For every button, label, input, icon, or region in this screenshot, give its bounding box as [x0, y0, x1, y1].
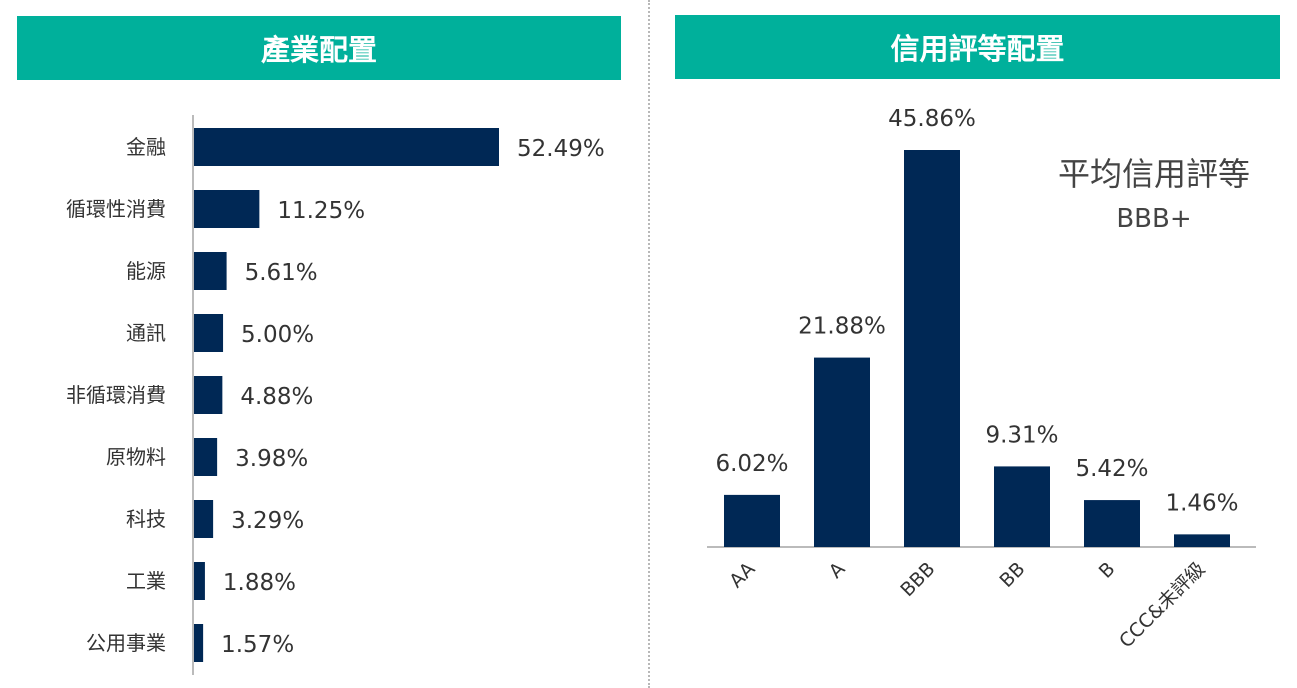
bar-1	[194, 190, 260, 228]
category-label-8: 公用事業	[86, 631, 166, 655]
value-label-4: 5.42%	[1075, 456, 1148, 482]
value-label-2: 5.61%	[245, 260, 318, 286]
category-label-6: 科技	[126, 507, 166, 531]
category-label-1: 循環性消費	[66, 197, 166, 221]
value-label-2: 45.86%	[888, 106, 976, 132]
value-label-6: 3.29%	[231, 508, 304, 534]
bar-4	[194, 376, 223, 414]
value-label-3: 9.31%	[985, 422, 1058, 448]
category-label-0: 金融	[126, 135, 166, 159]
tick-label-3: BB	[996, 558, 1030, 592]
bar-5	[1174, 534, 1230, 547]
category-label-4: 非循環消費	[66, 383, 166, 407]
value-label-0: 52.49%	[517, 136, 605, 162]
value-label-0: 6.02%	[715, 451, 788, 477]
bar-2	[194, 252, 227, 290]
industry-allocation-header: 產業配置	[17, 16, 621, 80]
tick-label-1: A	[825, 558, 850, 583]
bar-6	[194, 500, 214, 538]
bar-8	[194, 624, 204, 662]
value-label-1: 11.25%	[277, 198, 365, 224]
tick-label-2: BBB	[896, 558, 939, 601]
bar-0	[724, 494, 780, 547]
value-label-1: 21.88%	[798, 314, 886, 340]
category-label-2: 能源	[126, 259, 166, 283]
bar-0	[194, 128, 499, 166]
category-label-5: 原物料	[106, 445, 166, 469]
bar-3	[994, 466, 1050, 547]
bar-5	[194, 438, 218, 476]
credit-rating-header: 信用評等配置	[675, 15, 1280, 79]
credit-rating-title: 信用評等配置	[890, 32, 1065, 66]
bar-2	[904, 150, 960, 547]
industry-allocation-title: 產業配置	[260, 33, 377, 67]
category-label-3: 通訊	[126, 321, 166, 345]
value-label-3: 5.00%	[241, 322, 314, 348]
bar-7	[194, 562, 205, 600]
value-label-8: 1.57%	[221, 632, 294, 658]
tick-label-5: CCC&未評級	[1115, 558, 1209, 652]
value-label-7: 1.88%	[223, 570, 296, 596]
category-label-7: 工業	[126, 569, 166, 593]
tick-label-4: B	[1095, 558, 1120, 583]
value-label-5: 1.46%	[1165, 490, 1238, 516]
value-label-5: 3.98%	[235, 446, 308, 472]
tick-label-0: AA	[725, 558, 759, 592]
bar-1	[814, 357, 870, 547]
bar-3	[194, 314, 224, 352]
bar-4	[1084, 500, 1140, 547]
average-rating-title: 平均信用評等	[1058, 155, 1250, 193]
value-label-4: 4.88%	[240, 384, 313, 410]
average-rating-value: BBB+	[1116, 204, 1191, 234]
panel-divider	[648, 0, 650, 688]
